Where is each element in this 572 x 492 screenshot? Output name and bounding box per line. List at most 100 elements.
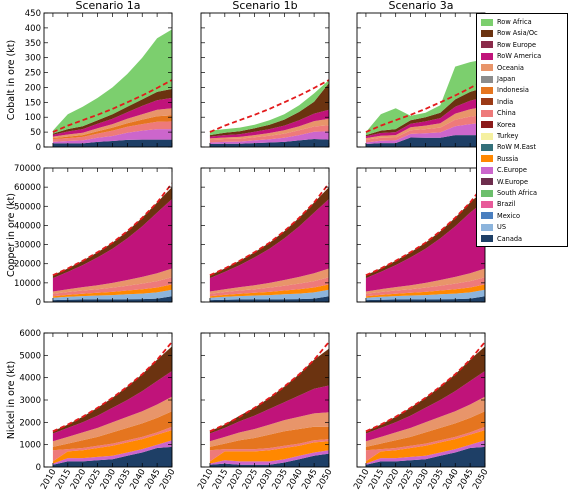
stack-area [52, 182, 172, 302]
stack-area [52, 341, 172, 467]
legend-label: US [497, 223, 507, 232]
area-oceania [209, 268, 329, 294]
area-china [209, 439, 329, 462]
area-indonesia [209, 426, 329, 451]
area-china [52, 426, 172, 462]
area-c-europe [365, 440, 485, 465]
area-indonesia [52, 115, 172, 139]
stack-area [52, 29, 172, 147]
y-tick-label: 10000 [14, 279, 41, 289]
x-tick-label: 2050 [158, 468, 177, 492]
area-oceania [52, 268, 172, 294]
legend-label: Canada [497, 234, 523, 243]
legend-item: Japan [481, 74, 515, 84]
area-row-africa [52, 29, 172, 134]
legend-label: Indonesia [497, 86, 529, 95]
stack-area [209, 341, 329, 467]
y-tick-label: 0 [36, 143, 41, 153]
y-tick-label: 2000 [19, 418, 41, 428]
demand-line [209, 79, 329, 133]
area-china [365, 426, 485, 462]
legend-item: Row Europe [481, 40, 536, 50]
legend-swatch [481, 235, 493, 243]
area-china [209, 125, 329, 143]
legend-swatch [481, 132, 493, 140]
y-tick-label: 70000 [14, 164, 41, 174]
legend-label: Turkey [497, 132, 519, 140]
area-us [52, 289, 172, 301]
plot-frame [43, 12, 173, 148]
y-axis-label: Cobalt in ore (kt) [6, 40, 17, 120]
legend-swatch [481, 98, 493, 106]
legend-label: C.Europe [497, 166, 527, 175]
demand-line [209, 341, 329, 433]
y-tick-label: 200 [25, 83, 41, 93]
area-china [365, 114, 485, 143]
y-tick-label: 1000 [19, 441, 41, 451]
y-tick-label: 5000 [19, 351, 41, 361]
area-c-europe [365, 122, 485, 144]
legend-swatch [481, 121, 493, 129]
y-tick-label: 250 [25, 69, 41, 79]
legend-item: Canada [481, 234, 522, 244]
y-tick-label: 150 [25, 98, 41, 108]
area-russia [209, 441, 329, 464]
legend-label: Korea [497, 120, 516, 129]
legend-swatch [481, 18, 493, 26]
area-c-europe [52, 129, 172, 144]
panel-copper-0: 0 10000 20000 30000 40000 50000 60000 70000 [14, 164, 173, 308]
legend-label: Row Asia/Oc [497, 29, 538, 38]
area-oceania [365, 106, 485, 140]
demand-line [365, 79, 485, 133]
legend-swatch [481, 143, 493, 151]
demand-line [52, 341, 172, 433]
area-china [365, 277, 485, 297]
legend-swatch [481, 52, 493, 60]
legend-item: China [481, 108, 516, 118]
chart-legend: Row Africa Row Asia/Oc Row Europe RoW Ameri… [476, 13, 568, 247]
stack-area [365, 341, 485, 467]
y-tick-label: 4000 [19, 374, 41, 384]
area-row-america [52, 371, 172, 442]
panel-cobalt-0: 0 50 100 150 200 250 300 350 400 450 [25, 9, 173, 153]
legend-item: Korea [481, 120, 516, 130]
plot-frame [43, 167, 173, 303]
area-row-america [365, 97, 485, 139]
area-row-america [52, 97, 172, 137]
demand-line [365, 341, 485, 433]
legend-swatch [481, 29, 493, 37]
stack-area [209, 79, 329, 147]
area-russia [365, 430, 485, 464]
legend-item: RoW America [481, 51, 541, 61]
y-tick-label: 50000 [14, 202, 41, 212]
legend-label: Mexico [497, 211, 521, 220]
legend-swatch [481, 166, 493, 174]
demand-line [52, 79, 172, 133]
area-c-europe [209, 450, 329, 465]
legend-label: RoW America [497, 52, 542, 61]
area-oceania [365, 396, 485, 447]
area-oceania [209, 412, 329, 447]
panel-cobalt-1 [200, 12, 330, 148]
area-russia [52, 430, 172, 464]
area-indonesia [365, 411, 485, 451]
area-oceania [52, 108, 172, 139]
area-row-asia-oc [52, 88, 172, 135]
y-axis-label: Copper in ore (kt) [6, 193, 17, 277]
x-tick-label: 2050 [315, 468, 334, 492]
area-canada [365, 446, 485, 467]
scenario-title: Scenario 1a [75, 0, 140, 12]
legend-swatch [481, 86, 493, 94]
area-china [52, 121, 172, 142]
area-row-america [365, 200, 485, 292]
legend-item: South Africa [481, 188, 537, 198]
legend-swatch [481, 189, 493, 197]
panel-copper-2 [356, 167, 486, 303]
area-us [209, 289, 329, 301]
legend-label: Brazil [497, 200, 516, 209]
y-tick-label: 0 [36, 463, 41, 473]
y-tick-label: 300 [25, 54, 41, 64]
area-row-asia-oc [209, 348, 329, 434]
